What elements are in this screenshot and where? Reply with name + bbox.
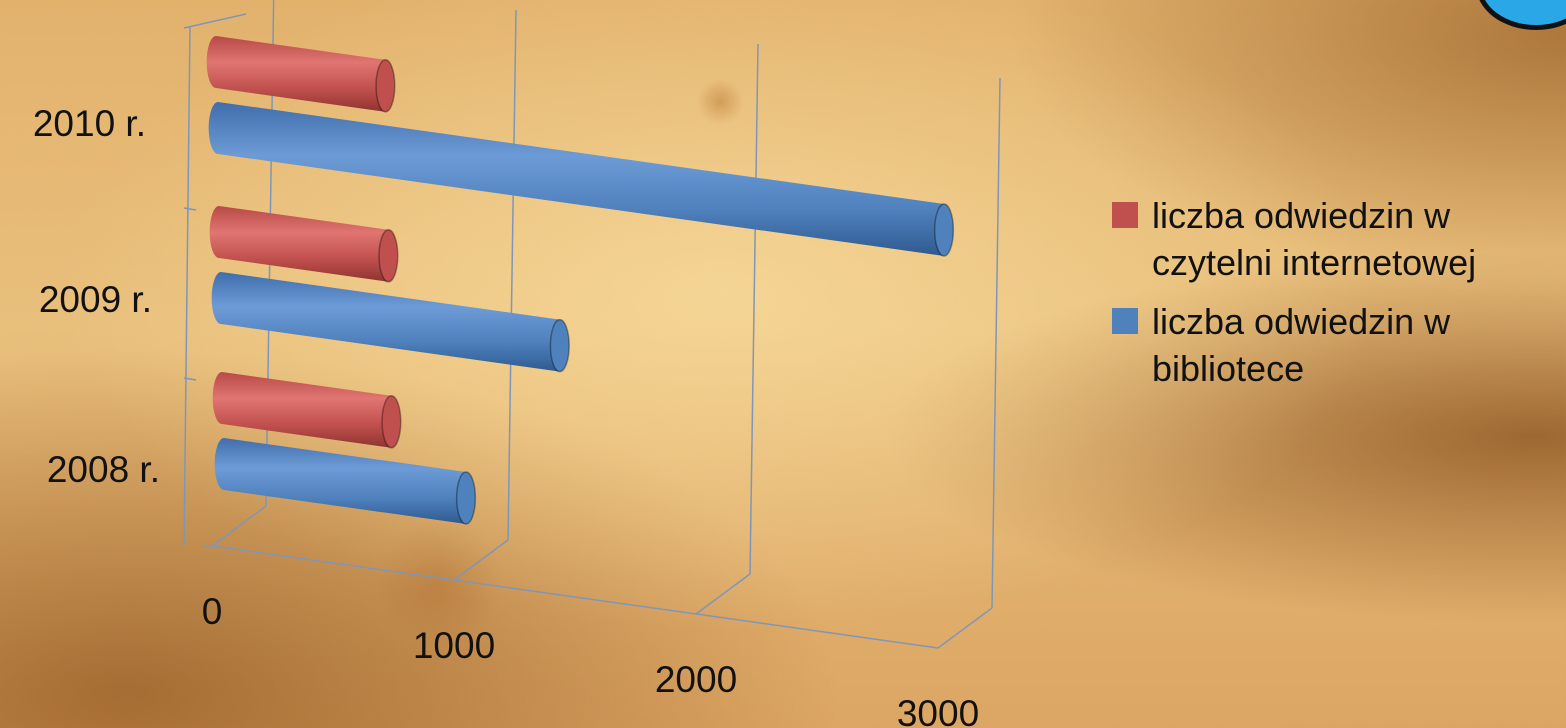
bar-internet: [206, 36, 396, 113]
x-tick-label: 3000: [897, 693, 979, 728]
category-axis-tick: [183, 207, 197, 211]
value-axis-line: [183, 25, 191, 547]
category-label: 2010 r.: [33, 103, 146, 144]
gridline-vertical: [991, 77, 1001, 609]
gridline-depth: [937, 607, 993, 649]
bar-internet: [209, 206, 399, 283]
bar-internet-body: [209, 206, 389, 282]
chart-labels: 0 1000 2000 3000 2008 r. 2009 r. 2010 r.: [33, 103, 979, 728]
gridline-vertical: [507, 9, 517, 541]
bar-internet-cap: [378, 229, 399, 283]
x-tick-label: 1000: [413, 625, 495, 666]
gridline-depth: [695, 573, 751, 615]
chart-bars: [206, 36, 955, 525]
x-tick-label: 0: [202, 591, 223, 632]
legend-label-library: liczba odwiedzin w bibliotece: [1152, 301, 1451, 389]
bar-library: [211, 272, 570, 373]
bar-internet-body: [212, 372, 392, 448]
legend-item-library: liczba odwiedzin w bibliotece: [1112, 298, 1562, 392]
bar-internet-cap: [375, 59, 396, 113]
legend-swatch-blue: [1112, 308, 1138, 334]
gridline-vertical: [749, 43, 759, 575]
category-label: 2008 r.: [47, 449, 160, 490]
bar-library-body: [211, 272, 560, 372]
bar-library-body: [214, 438, 466, 524]
chart-gridlines: [183, 0, 1001, 649]
gridline-depth: [211, 505, 267, 547]
legend-swatch-red: [1112, 202, 1138, 228]
bar-library-body: [208, 102, 944, 256]
chart-legend: liczba odwiedzin w czytelni internetowej…: [1112, 192, 1562, 404]
bar-library-cap: [933, 203, 955, 257]
category-label: 2009 r.: [39, 279, 152, 320]
bar-internet-body: [206, 36, 386, 112]
x-tick-label: 2000: [655, 659, 737, 700]
bar-library: [208, 102, 955, 257]
bar-library: [214, 438, 477, 525]
bar-library-cap: [549, 318, 570, 373]
gridline-depth: [453, 539, 509, 581]
bar-internet: [212, 372, 402, 449]
bar-internet-cap: [381, 395, 402, 449]
bar-library-cap: [455, 471, 477, 525]
legend-label-internet: liczba odwiedzin w czytelni internetowej: [1152, 195, 1477, 283]
legend-item-internet: liczba odwiedzin w czytelni internetowej: [1112, 192, 1562, 286]
left-wall-top: [183, 13, 247, 29]
floor-front-edge: [211, 545, 939, 649]
category-axis-tick: [183, 377, 197, 381]
